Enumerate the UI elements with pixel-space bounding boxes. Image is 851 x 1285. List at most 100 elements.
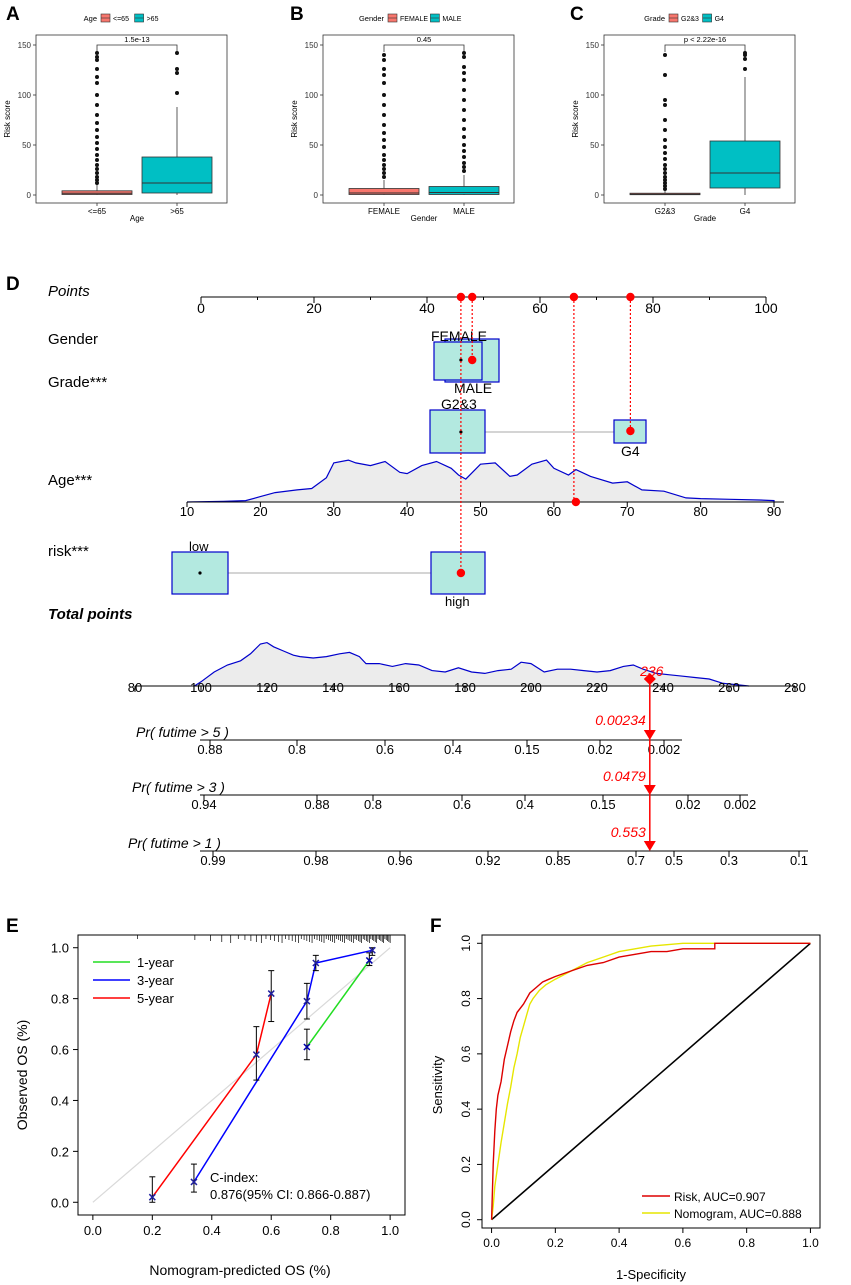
x-tick-label: 0.6 [262, 1223, 280, 1238]
y-tick-label: 0.0 [459, 1211, 473, 1228]
outlier-point [462, 118, 466, 122]
y-tick-label: 50 [22, 141, 31, 150]
risk-center-point [198, 571, 202, 575]
legend-label: Risk, AUC=0.907 [674, 1190, 766, 1204]
outlier-point [95, 147, 99, 151]
legend-item-label: <=65 [113, 16, 129, 23]
outlier-point [95, 167, 99, 171]
probability-tick-label: 0.7 [627, 853, 645, 868]
probability-tick-label: 0.15 [514, 742, 539, 757]
total-tick-label: 120 [256, 680, 278, 695]
total-tick-label: 100 [190, 680, 212, 695]
probability-tick-label: 0.4 [444, 742, 462, 757]
probability-value: 0.0479 [603, 768, 646, 784]
outlier-point [663, 175, 667, 179]
outlier-point [462, 149, 466, 153]
panel-label-c: C [570, 4, 584, 25]
comparison-bracket [383, 44, 465, 52]
x-tick-label: FEMALE [368, 207, 400, 216]
outlier-point [175, 71, 179, 75]
outlier-point [462, 161, 466, 165]
outlier-point [95, 58, 99, 62]
age-tick-label: 40 [400, 504, 414, 519]
probability-tick-label: 0.88 [197, 742, 222, 757]
box [141, 156, 213, 194]
risk-level-label: high [445, 594, 470, 609]
probability-tick-label: 0.8 [364, 797, 382, 812]
outlier-point [382, 103, 386, 107]
outlier-point [462, 65, 466, 69]
plot-frame [322, 34, 515, 204]
y-tick-label: 150 [18, 41, 32, 50]
legend-item-label: FEMALE [400, 16, 428, 23]
outlier-point [95, 81, 99, 85]
outlier-point [175, 67, 179, 71]
outlier-point [382, 123, 386, 127]
outlier-point [382, 81, 386, 85]
outlier-point [95, 103, 99, 107]
outlier-point [382, 158, 386, 162]
grade-level-label: G2&3 [441, 396, 477, 412]
total-points-label: Total points [48, 606, 132, 623]
total-tick-label: 200 [520, 680, 542, 695]
outlier-point [663, 118, 667, 122]
outlier-point [95, 181, 99, 185]
x-tick-label: 1.0 [802, 1236, 819, 1250]
outlier-point [95, 67, 99, 71]
x-tick-label: 0.0 [84, 1223, 102, 1238]
outlier-point [462, 98, 466, 102]
age-tick-label: 60 [547, 504, 561, 519]
roc-plot: 0.0 0.2 0.4 0.6 0.8 1.0 0.0 0.2 0.4 0.6 0.8 1.0 1-Sp… [430, 934, 821, 1282]
outlier-point [462, 155, 466, 159]
y-tick-label: 0 [27, 191, 32, 200]
outlier-point [462, 135, 466, 139]
outlier-point [663, 138, 667, 142]
y-tick-label: 0 [314, 191, 319, 200]
outlier-point [95, 113, 99, 117]
outlier-point [382, 167, 386, 171]
probability-tick-label: 0.92 [475, 853, 500, 868]
x-tick-label: >65 [170, 207, 184, 216]
grade-label: Grade*** [48, 374, 107, 391]
outlier-point [663, 98, 667, 102]
y-axis-label: Risk score [3, 100, 12, 138]
calibration-point [148, 1193, 156, 1201]
outlier-point [382, 171, 386, 175]
legend-label: Nomogram, AUC=0.888 [674, 1207, 802, 1221]
comparison-bracket [96, 44, 178, 52]
x-tick-label: 0.2 [547, 1236, 564, 1250]
outlier-point [663, 187, 667, 191]
outlier-point [743, 67, 747, 71]
probability-value: 0.00234 [595, 712, 646, 728]
x-axis-label: Grade [694, 214, 717, 223]
y-axis-label: Sensitivity [430, 1055, 445, 1114]
age-density-line [186, 459, 775, 503]
total-tick-label: 180 [454, 680, 476, 695]
legend-item-label: >65 [147, 16, 159, 23]
points-tick-label: 0 [197, 300, 205, 316]
outlier-point [663, 163, 667, 167]
box [428, 186, 500, 195]
outlier-point [382, 153, 386, 157]
boxplot-grade: 0 50 100 150 Risk score Grade Grade G2&3 G4 p < 2… [571, 13, 796, 223]
gender-box-female [433, 341, 483, 381]
calibration-point [368, 946, 376, 954]
boxplot-age: 0 50 100 150 Risk score Age Age <=65 >65 1.5e-13 <… [3, 13, 228, 223]
outlier-point [663, 184, 667, 188]
legend-title: Grade [644, 14, 665, 23]
total-value: 236 [639, 663, 664, 679]
x-tick-label: 0.8 [322, 1223, 340, 1238]
outlier-point [743, 57, 747, 61]
outlier-point [95, 93, 99, 97]
outlier-point [743, 51, 747, 55]
outlier-point [382, 58, 386, 62]
outlier-point [95, 55, 99, 59]
outlier-point [95, 178, 99, 182]
gender-level-label: MALE [454, 380, 492, 396]
probability-tick-label: 0.15 [590, 797, 615, 812]
points-label: Points [48, 283, 90, 300]
grade-selected-point [626, 426, 635, 436]
y-tick-label: 150 [305, 41, 319, 50]
total-tick-label: 240 [652, 680, 674, 695]
age-density-area [187, 460, 774, 502]
